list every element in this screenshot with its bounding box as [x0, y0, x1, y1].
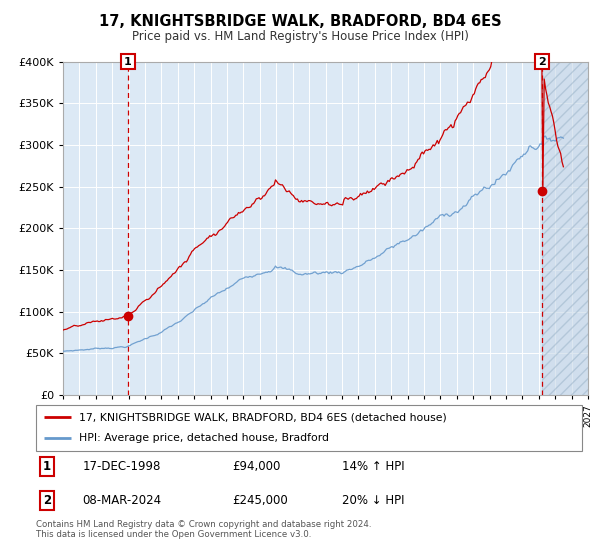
Bar — [542, 62, 588, 395]
Text: 20% ↓ HPI: 20% ↓ HPI — [342, 494, 404, 507]
Text: 17, KNIGHTSBRIDGE WALK, BRADFORD, BD4 6ES: 17, KNIGHTSBRIDGE WALK, BRADFORD, BD4 6E… — [98, 14, 502, 29]
Text: 17, KNIGHTSBRIDGE WALK, BRADFORD, BD4 6ES (detached house): 17, KNIGHTSBRIDGE WALK, BRADFORD, BD4 6E… — [79, 412, 446, 422]
Text: 2: 2 — [538, 57, 546, 67]
Text: £94,000: £94,000 — [233, 460, 281, 473]
Text: Price paid vs. HM Land Registry's House Price Index (HPI): Price paid vs. HM Land Registry's House … — [131, 30, 469, 43]
Text: £245,000: £245,000 — [233, 494, 289, 507]
Text: 1: 1 — [43, 460, 51, 473]
Text: 1: 1 — [124, 57, 132, 67]
Text: 2: 2 — [43, 494, 51, 507]
Text: 08-MAR-2024: 08-MAR-2024 — [82, 494, 161, 507]
Text: 14% ↑ HPI: 14% ↑ HPI — [342, 460, 404, 473]
Text: HPI: Average price, detached house, Bradford: HPI: Average price, detached house, Brad… — [79, 433, 329, 444]
Text: 17-DEC-1998: 17-DEC-1998 — [82, 460, 161, 473]
Text: Contains HM Land Registry data © Crown copyright and database right 2024.
This d: Contains HM Land Registry data © Crown c… — [36, 520, 371, 539]
